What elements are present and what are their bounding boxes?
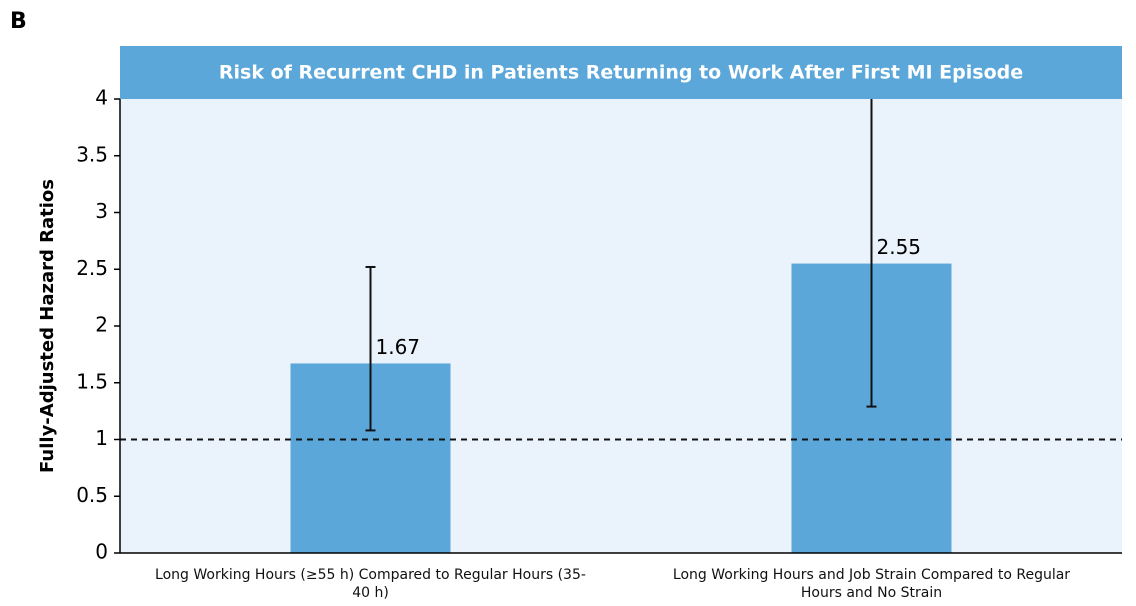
title-bar (120, 46, 1122, 99)
y-tick-label: 2 (95, 313, 108, 337)
panel-label: B (10, 9, 27, 34)
data-label: 2.55 (877, 235, 922, 259)
x-tick-label: Long Working Hours and Job Strain Compar… (672, 567, 1071, 601)
y-tick-label: 3 (95, 199, 108, 223)
y-tick-label: 2.5 (76, 256, 108, 280)
y-tick-label: 3.5 (76, 142, 108, 166)
plot-marks (290, 99, 952, 553)
y-tick-label: 0 (95, 540, 108, 564)
data-label: 1.67 (376, 335, 421, 359)
y-tick-label: 1.5 (76, 369, 108, 393)
plot-background (120, 99, 1122, 553)
y-axis-label: Fully-Adjusted Hazard Ratios (37, 179, 58, 473)
y-tick-label: 1 (95, 426, 108, 450)
chart-title: Risk of Recurrent CHD in Patients Return… (219, 62, 1023, 84)
y-tick-label: 0.5 (76, 483, 108, 507)
y-tick-label: 4 (95, 86, 108, 110)
x-tick-label: Long Working Hours (≥55 h) Compared to R… (155, 567, 586, 601)
